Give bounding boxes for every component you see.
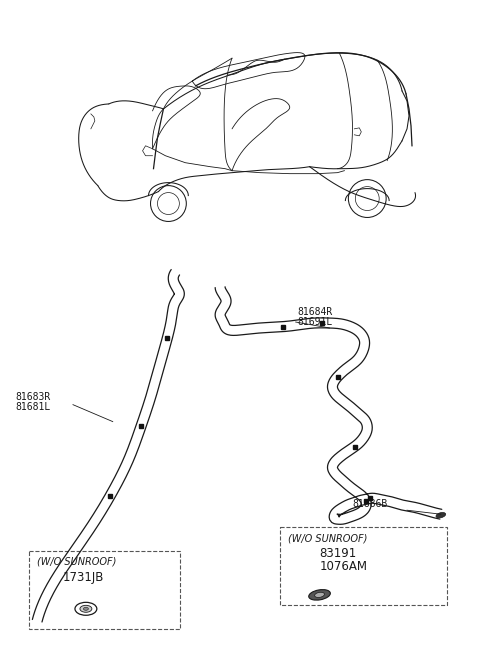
Text: 83191: 83191 — [320, 547, 357, 560]
Bar — [280, 527, 447, 605]
Text: 81684R: 81684R — [298, 307, 333, 317]
Ellipse shape — [84, 607, 88, 610]
Ellipse shape — [314, 592, 324, 597]
Text: 1076AM: 1076AM — [320, 560, 368, 573]
Bar — [29, 551, 180, 629]
Text: 81686B: 81686B — [352, 499, 387, 509]
Text: (W/O SUNROOF): (W/O SUNROOF) — [37, 557, 117, 567]
Ellipse shape — [436, 512, 445, 518]
Text: (W/O SUNROOF): (W/O SUNROOF) — [288, 533, 367, 543]
Text: 81691L: 81691L — [298, 317, 333, 327]
Ellipse shape — [80, 605, 92, 612]
Text: 81681L: 81681L — [15, 402, 50, 411]
Text: 1731JB: 1731JB — [63, 571, 105, 584]
Text: 81683R: 81683R — [15, 392, 50, 402]
Ellipse shape — [309, 590, 330, 600]
